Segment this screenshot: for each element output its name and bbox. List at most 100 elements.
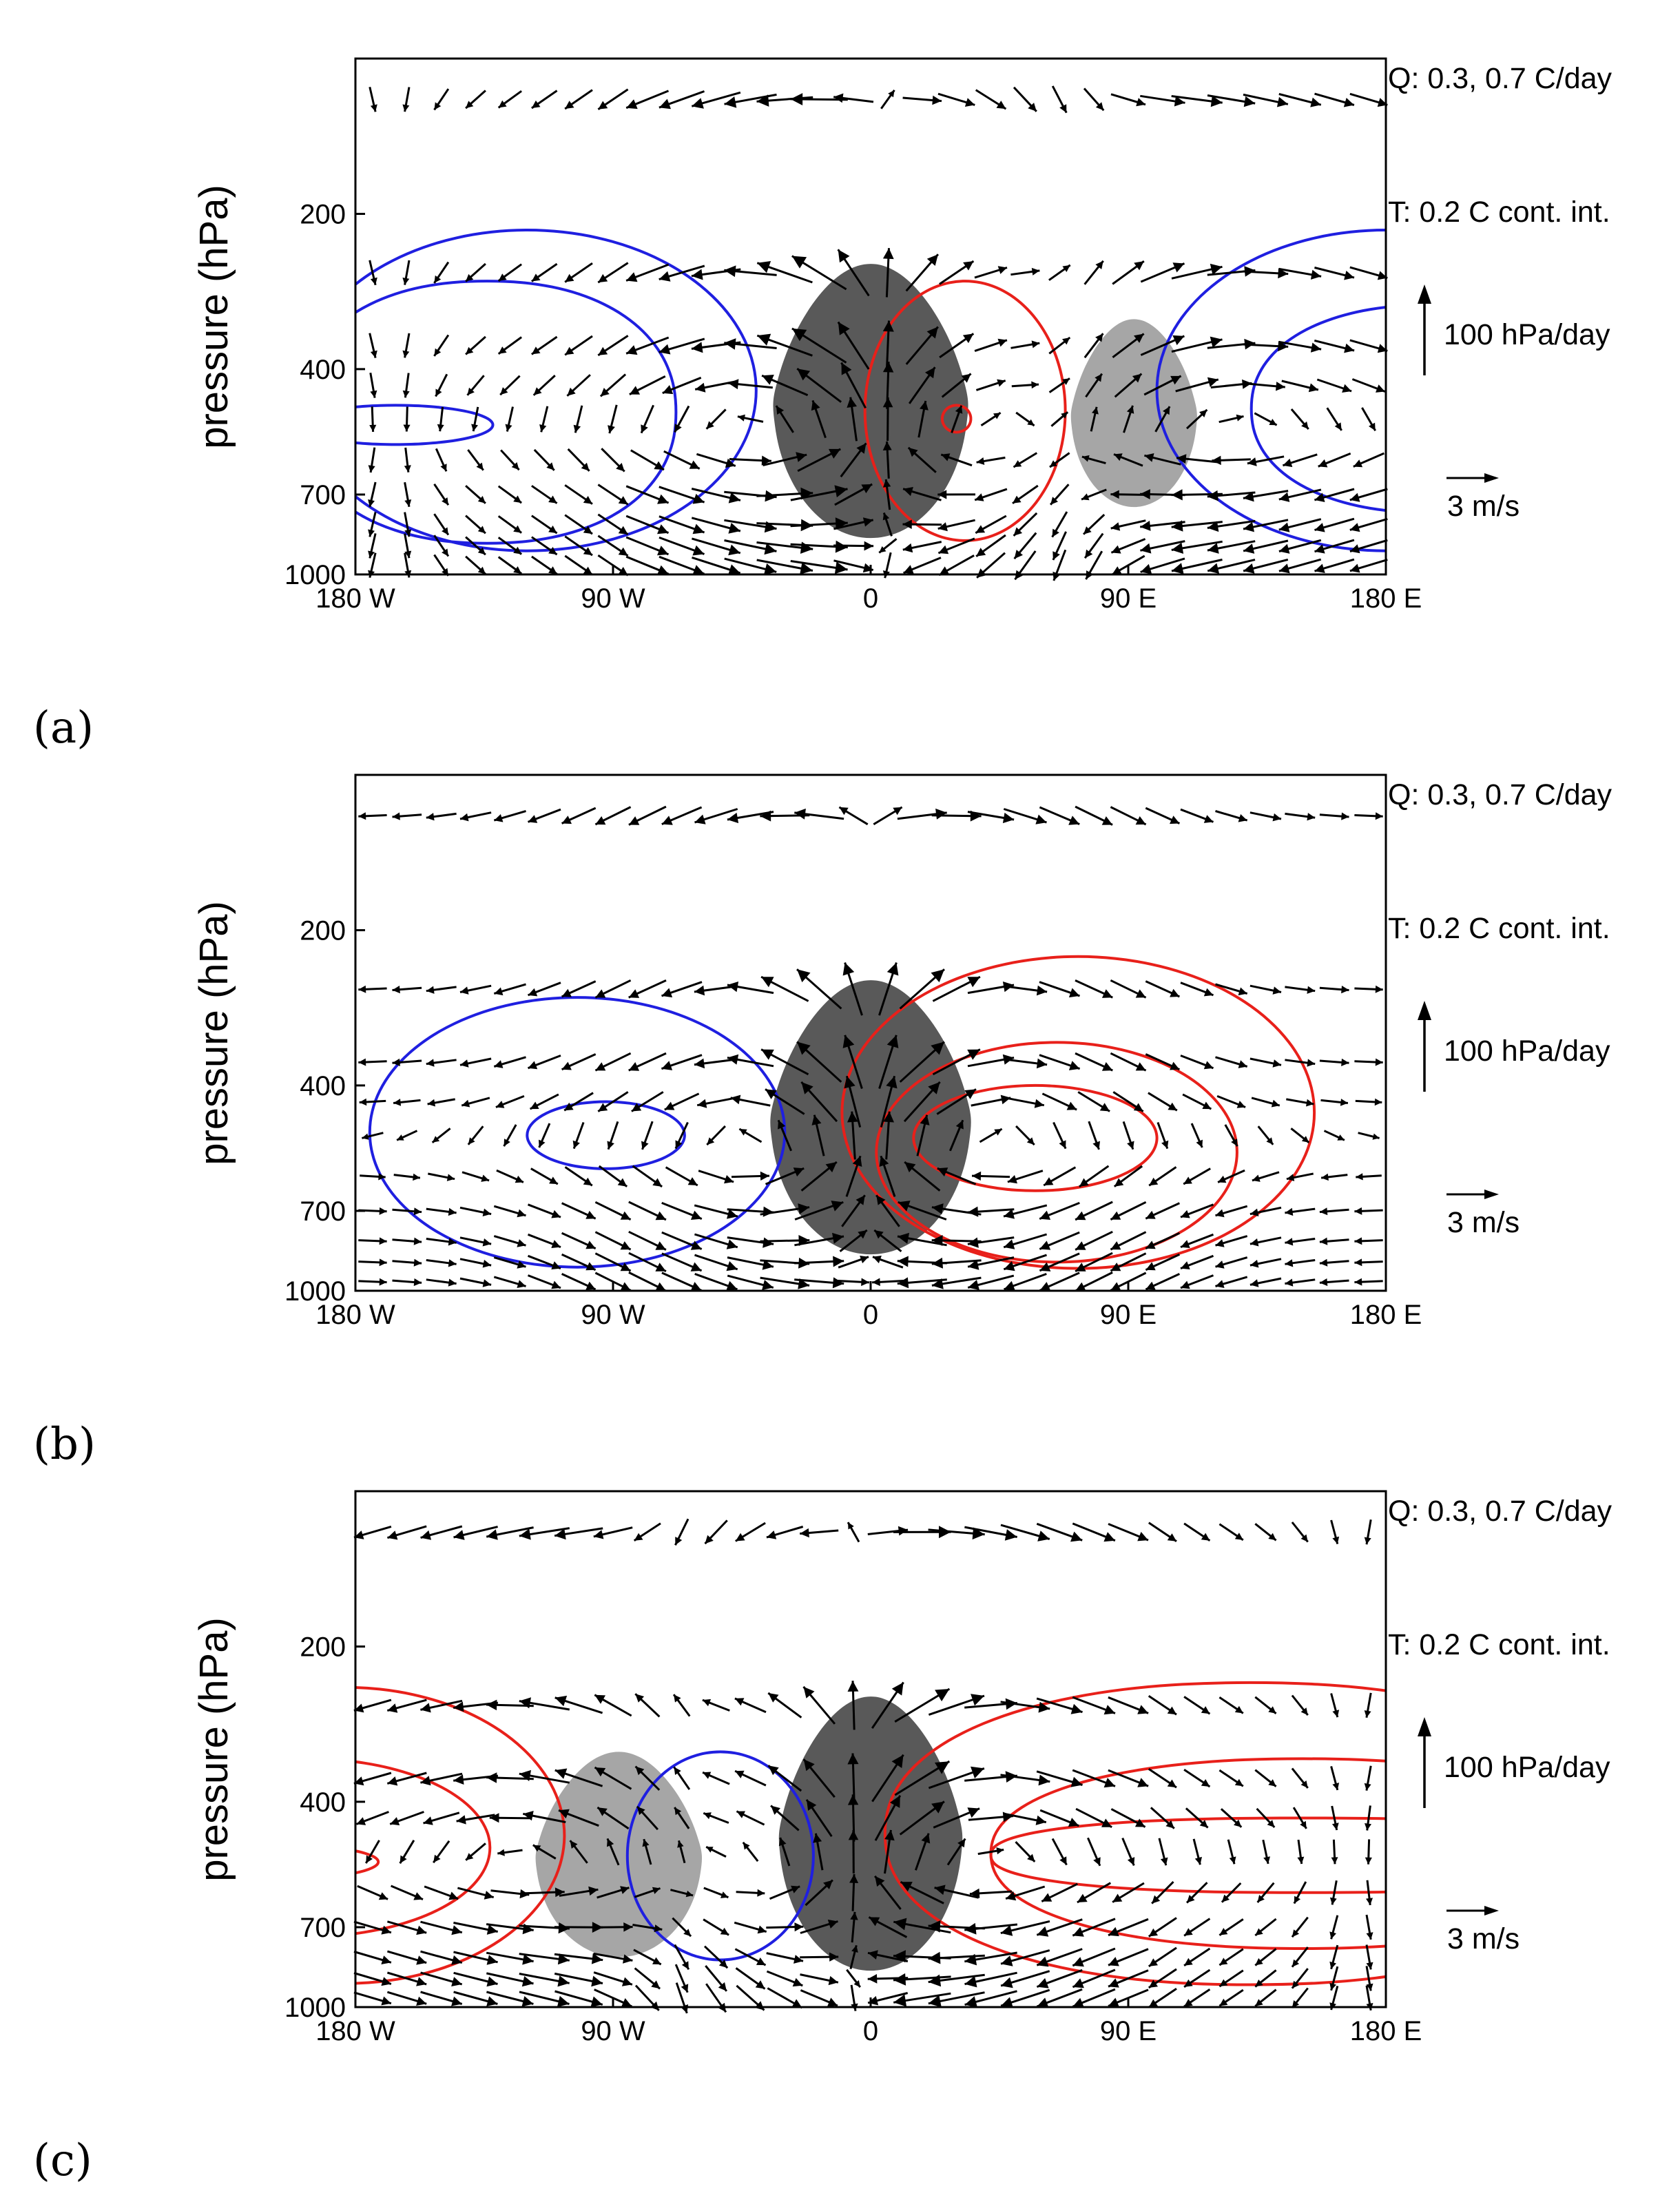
wind-vector-head: [662, 385, 674, 395]
wind-vector: [465, 1842, 486, 1861]
wind-vector: [420, 1991, 463, 2006]
wind-vector: [674, 1121, 689, 1150]
wind-vector-head: [1314, 492, 1325, 502]
wind-vector: [691, 537, 741, 556]
wind-vector-head: [1331, 1857, 1338, 1865]
wind-vector: [1145, 1053, 1181, 1071]
wind-vector: [519, 1973, 570, 1987]
wind-vector-head: [1145, 1262, 1156, 1271]
wind-vector-head: [494, 1060, 504, 1068]
wind-vector: [1112, 333, 1145, 358]
wind-vector-head: [1036, 1058, 1048, 1069]
wind-vector: [628, 1230, 667, 1251]
wind-vector-head: [1066, 1101, 1077, 1110]
wind-vector-head: [1343, 98, 1354, 107]
wind-vector-head: [1314, 544, 1325, 554]
wind-vector-head: [583, 1177, 592, 1186]
wind-vector: [597, 335, 629, 357]
wind-vector: [1316, 378, 1352, 393]
wind-vector: [523, 1887, 565, 1898]
y-tick-label: 400: [300, 1787, 346, 1818]
wind-vector-head: [764, 563, 777, 575]
wind-vector: [1171, 520, 1223, 532]
wind-vector: [1254, 1948, 1277, 1966]
wind-vector: [766, 1922, 804, 1932]
wind-vector: [1112, 260, 1145, 285]
wind-vector-head: [1199, 409, 1207, 417]
wind-vector: [1224, 1124, 1238, 1147]
wind-vector: [1314, 558, 1355, 573]
wind-vector-head: [856, 443, 867, 454]
wind-vector: [597, 1886, 630, 1899]
wind-vector: [1087, 1837, 1101, 1867]
wind-vector: [369, 86, 377, 112]
wind-vector: [1254, 1988, 1277, 2007]
wind-vector: [353, 1920, 392, 1935]
wind-vector-head: [903, 565, 914, 574]
wind-vector: [1075, 1807, 1112, 1829]
y-tick-label: 400: [300, 1071, 346, 1101]
wind-vector-head: [548, 526, 557, 534]
wind-vector-head: [1218, 1175, 1227, 1183]
wind-vector-head: [617, 1178, 628, 1187]
wind-vector-head: [755, 1980, 765, 1989]
wind-vector: [1349, 488, 1388, 502]
wind-vector: [769, 1885, 800, 1900]
wind-vector-head: [635, 1766, 645, 1776]
wind-vector: [386, 1971, 427, 1986]
wind-vector: [497, 263, 522, 282]
wind-vector-head: [768, 1765, 779, 1776]
wind-vector: [1183, 1988, 1211, 2008]
wind-vector-head: [882, 512, 890, 521]
wind-vector: [561, 1273, 597, 1291]
wind-vector-head: [378, 1173, 386, 1181]
wind-vector: [404, 447, 411, 473]
wind-vector-head: [687, 1177, 698, 1185]
wind-vector-head: [353, 1776, 364, 1786]
wind-vector-head: [397, 1134, 404, 1141]
wind-vector-head: [1354, 1237, 1362, 1245]
wind-vector: [1113, 453, 1143, 467]
wind-vector-head: [661, 816, 673, 825]
wind-vector: [1251, 1097, 1280, 1108]
wind-vector-head: [1028, 103, 1037, 112]
wind-vector: [625, 536, 670, 556]
wind-vector-head: [766, 1530, 777, 1539]
wind-vector: [674, 1807, 690, 1829]
wind-vector: [1285, 1207, 1316, 1216]
wind-vector-head: [654, 461, 664, 470]
wind-vector: [1278, 267, 1322, 280]
wind-vector-head: [1135, 816, 1146, 825]
wind-vector-head: [1238, 814, 1247, 822]
wind-vector-head: [620, 1263, 631, 1271]
wind-vector-head: [1210, 95, 1223, 107]
wind-vector-head: [1341, 986, 1349, 994]
wind-vector-head: [1181, 1209, 1190, 1218]
wind-vector-head: [828, 1975, 838, 1986]
wind-vector: [850, 1911, 858, 1943]
wind-vector: [1246, 382, 1285, 391]
wind-vector-head: [658, 271, 671, 282]
wind-vector: [490, 1889, 530, 1899]
wind-vector: [691, 488, 741, 503]
wind-vector-head: [931, 1801, 944, 1814]
wind-vector-head: [1108, 1997, 1119, 2007]
wind-vector: [763, 452, 807, 466]
wind-vector-head: [1231, 1139, 1238, 1147]
wind-vector-head: [1292, 1980, 1300, 1988]
wind-vector: [1216, 1095, 1246, 1108]
wind-vector-head: [776, 406, 785, 415]
wind-vector: [1314, 488, 1355, 502]
wind-vector: [601, 448, 625, 473]
wind-vector: [703, 1918, 729, 1936]
wind-vector: [842, 962, 863, 1016]
wind-vector-head: [718, 1982, 727, 1991]
wind-vector-head: [1300, 1780, 1308, 1788]
wind-vector-head: [460, 986, 469, 995]
wind-vector-head: [554, 1887, 565, 1898]
wind-vector-head: [1075, 1263, 1086, 1271]
wind-vector-head: [1286, 1174, 1295, 1181]
cold-temperature-contour-0: [355, 228, 758, 552]
wind-vector-head: [521, 1976, 534, 1987]
wind-vector: [453, 1971, 498, 1987]
